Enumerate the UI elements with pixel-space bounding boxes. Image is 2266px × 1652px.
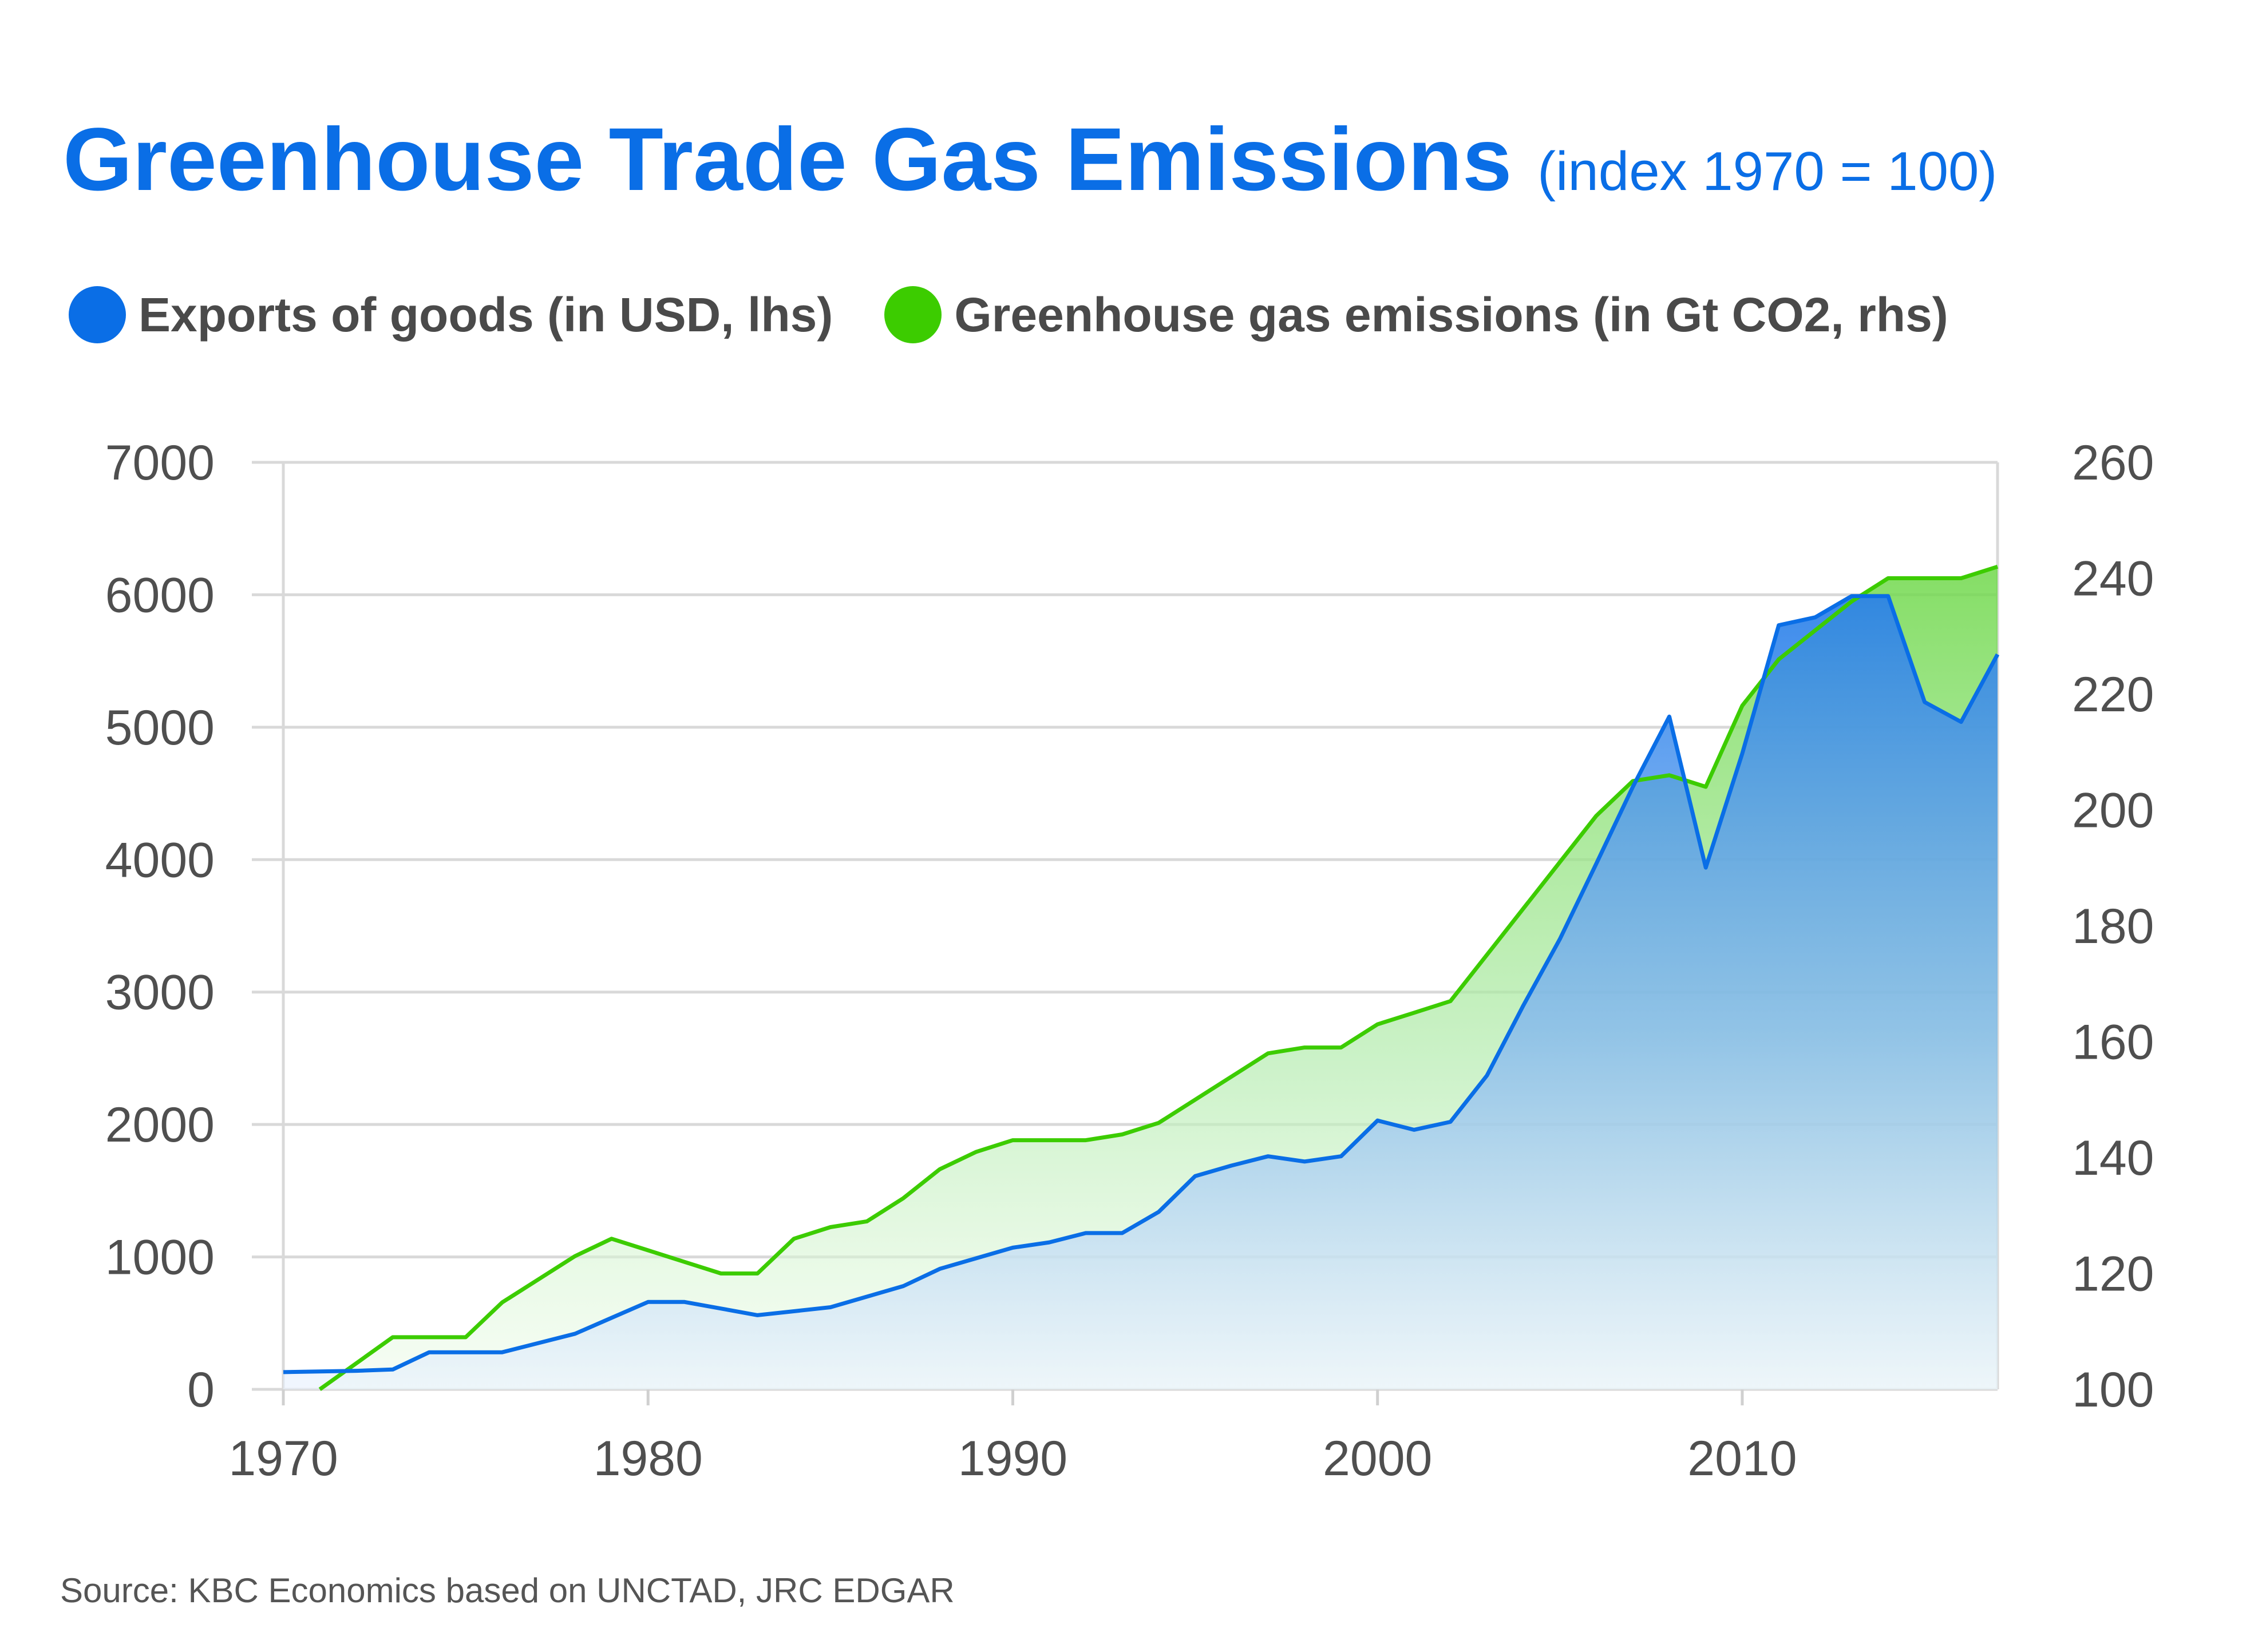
chart-title-row: Greenhouse Trade Gas Emissions (index 19… — [63, 109, 1997, 211]
x-tick-label: 2000 — [1323, 1431, 1432, 1486]
y-left-tick-label: 2000 — [105, 1098, 215, 1152]
y-right-tick-label: 140 — [2072, 1131, 2154, 1186]
y-right-tick-label: 260 — [2072, 435, 2154, 490]
legend-marker-emissions — [884, 286, 942, 343]
x-tick-label: 1980 — [594, 1431, 703, 1486]
area-fills — [283, 566, 1998, 1389]
legend-label-exports: Exports of goods (in USD, lhs) — [139, 287, 833, 342]
series-lines — [283, 564, 2000, 1391]
exports-area — [283, 596, 1998, 1389]
legend-label-emissions: Greenhouse gas emissions (in Gt CO2, rhs… — [954, 287, 1948, 342]
y-right-tick-label: 120 — [2072, 1247, 2154, 1302]
x-tick-label: 1990 — [958, 1431, 1067, 1486]
legend-item-exports: Exports of goods (in USD, lhs) — [69, 286, 833, 343]
y-left-tick-label: 7000 — [105, 435, 215, 490]
x-tick-label: 1970 — [228, 1431, 338, 1486]
y-left-tick-label: 4000 — [105, 833, 215, 888]
exports-line — [283, 594, 2000, 1374]
y-left-tick-label: 1000 — [105, 1230, 215, 1285]
y-right-tick-label: 160 — [2072, 1015, 2154, 1070]
y-right-tick-label: 200 — [2072, 783, 2154, 838]
y-left-tick-label: 3000 — [105, 965, 215, 1020]
x-tick-label: 2010 — [1687, 1431, 1797, 1486]
y-right-tick-label: 180 — [2072, 899, 2154, 954]
y-right-tick-label: 240 — [2072, 552, 2154, 607]
y-right-tick-label: 100 — [2072, 1362, 2154, 1417]
chart-title: Greenhouse Trade Gas Emissions — [63, 110, 1512, 209]
y-left-tick-label: 6000 — [105, 568, 215, 623]
legend-item-emissions: Greenhouse gas emissions (in Gt CO2, rhs… — [884, 286, 1948, 343]
y-left-tick-label: 0 — [187, 1362, 215, 1417]
legend-marker-exports — [69, 286, 126, 343]
legend: Exports of goods (in USD, lhs) Greenhous… — [69, 286, 2000, 343]
axes: 0 1000 2000 3000 4000 5000 6000 7000 100 120 140 16… — [105, 435, 2154, 1486]
emissions-line — [318, 564, 1999, 1391]
chart-subtitle: (index 1970 = 100) — [1537, 141, 1998, 202]
source-note: Source: KBC Economics based on UNCTAD, J… — [60, 1571, 955, 1610]
y-right-tick-label: 220 — [2072, 667, 2154, 722]
y-left-tick-label: 5000 — [105, 700, 215, 755]
